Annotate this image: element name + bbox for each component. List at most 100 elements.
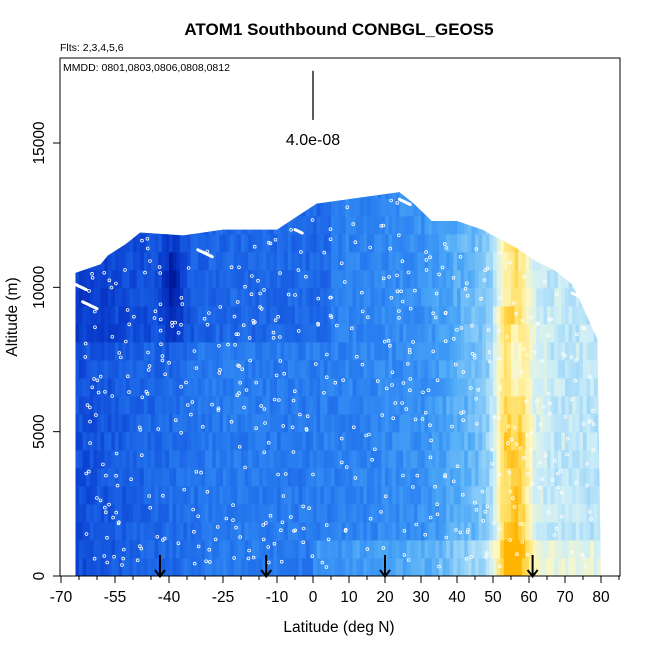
heatmap-cell [565,270,569,289]
heatmap-cell [237,306,242,325]
heatmap-cell [561,198,566,217]
heatmap-cell [259,288,263,307]
track-point [132,314,136,319]
heatmap-cell [158,450,163,469]
heatmap-cell [302,360,307,379]
heatmap-cell [395,360,400,379]
track-point [117,351,122,355]
heatmap-cell [413,306,418,325]
track-point [435,512,440,517]
heatmap-cell [496,450,501,469]
heatmap-cell [309,216,314,235]
heatmap-cell [197,558,202,576]
track-point [247,548,251,553]
heatmap-cell [323,486,328,505]
track-point [344,465,349,469]
heatmap-cell [575,270,580,289]
heatmap-cell [485,486,490,505]
heatmap-cell [201,270,206,289]
heatmap-cell [359,324,364,343]
heatmap-cell [226,414,231,433]
heatmap-cell [82,306,87,325]
heatmap-cell [449,192,454,199]
heatmap-cell [457,324,461,343]
flights-label: Flts: 2,3,4,5,6 [60,42,124,54]
heatmap-cell [255,288,260,307]
heatmap-cell [457,540,461,559]
heatmap-cell [385,414,389,433]
heatmap-cell [273,468,278,487]
track-point [519,369,524,374]
heatmap-cell [493,504,497,523]
heatmap-cell [75,378,80,397]
track-point [443,474,447,479]
heatmap-cell [291,504,296,523]
track-point [157,265,162,269]
heatmap-cell [305,252,310,271]
heatmap-cell [453,288,458,307]
heatmap-cell [277,486,281,505]
heatmap-cell [255,504,260,523]
heatmap-cell [241,540,245,559]
track-point [296,268,301,272]
heatmap-cell [536,306,541,325]
track-point [353,240,358,245]
track-point [386,338,391,343]
heatmap-cell [446,324,451,343]
heatmap-cell [295,540,299,559]
heatmap-cell [565,288,569,307]
heatmap-cell [251,360,256,379]
heatmap-cell [572,396,577,415]
heatmap-cell [93,522,98,541]
heatmap-cell [460,504,465,523]
track-point [105,560,109,565]
heatmap-cell [428,252,433,271]
heatmap-cell [431,558,436,576]
heatmap-cell [194,234,199,253]
track-point [451,336,456,341]
heatmap-cell [215,414,220,433]
heatmap-cell [302,288,307,307]
heatmap-cell [118,378,123,397]
heatmap-cell [183,324,188,343]
heatmap-cell [345,360,350,379]
heatmap-cell [590,558,595,576]
heatmap-cell [309,342,314,361]
heatmap-cell [86,234,91,253]
x-tick-label: 60 [520,589,538,606]
heatmap-cell [565,342,569,361]
heatmap-cell [125,192,130,199]
heatmap-cell [197,468,202,487]
track-point [316,322,321,327]
heatmap-cell [507,216,512,235]
heatmap-cell [511,192,515,199]
heatmap-cell [219,486,224,505]
heatmap-cell [539,522,544,541]
heatmap-cell [219,432,224,451]
heatmap-cell [302,504,307,523]
heatmap-cell [475,486,479,505]
heatmap-cell [500,378,505,397]
heatmap-cell [208,360,213,379]
heatmap-cell [226,432,231,451]
heatmap-cell [421,324,425,343]
track-point [355,354,359,359]
heatmap-cell [489,558,494,576]
heatmap-cell [421,486,425,505]
track-point [453,362,458,367]
heatmap-cell [158,306,163,325]
track-point [123,268,127,272]
heatmap-cell [521,306,526,325]
heatmap-cell [428,270,433,289]
heatmap-cell [313,216,317,235]
heatmap-cell [248,414,253,433]
heatmap-cell [489,432,494,451]
heatmap-cell [151,450,155,469]
heatmap-cell [223,192,227,199]
heatmap-cell [115,198,119,217]
track-point [548,401,552,406]
heatmap-cell [143,306,148,325]
heatmap-cell [273,252,278,271]
track-point [537,485,542,490]
heatmap-cell [568,192,573,199]
